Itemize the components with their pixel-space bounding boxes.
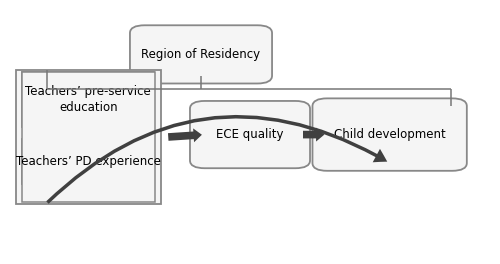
FancyBboxPatch shape [16, 70, 161, 204]
FancyBboxPatch shape [22, 139, 154, 184]
Text: Teachers’ pre-service
education: Teachers’ pre-service education [26, 85, 151, 114]
FancyBboxPatch shape [22, 73, 154, 202]
Text: Child development: Child development [334, 128, 446, 141]
FancyBboxPatch shape [312, 98, 467, 171]
FancyBboxPatch shape [190, 101, 310, 168]
FancyBboxPatch shape [22, 73, 154, 127]
Text: Teachers’ PD experience: Teachers’ PD experience [16, 155, 161, 168]
Text: ECE quality: ECE quality [216, 128, 284, 141]
Text: Region of Residency: Region of Residency [142, 48, 260, 61]
FancyArrowPatch shape [46, 115, 388, 204]
FancyBboxPatch shape [130, 25, 272, 83]
